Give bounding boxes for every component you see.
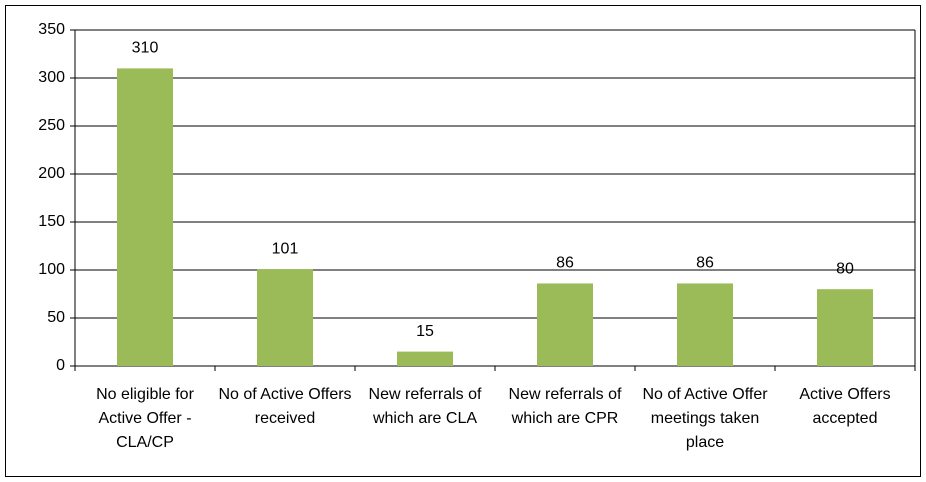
bar — [817, 289, 873, 366]
y-tick-label: 200 — [38, 165, 65, 182]
x-tick-label: No of Active Offer meetings taken place — [642, 386, 768, 451]
y-tick-label: 300 — [38, 69, 65, 86]
y-tick-label: 150 — [38, 213, 65, 230]
x-tick-label: New referrals of which are CLA — [368, 386, 482, 427]
x-tick-label: No of Active Offers received — [218, 386, 352, 427]
data-label: 80 — [836, 260, 854, 277]
data-label: 15 — [416, 323, 434, 340]
bar — [537, 283, 593, 366]
bar — [397, 351, 453, 366]
x-tick-label: No eligible for Active Offer - CLA/CP — [96, 386, 194, 451]
y-tick-label: 0 — [56, 357, 65, 374]
y-tick-label: 350 — [38, 21, 65, 38]
x-tick-label: New referrals of which are CPR — [508, 386, 622, 427]
data-label: 86 — [696, 255, 714, 272]
bar — [677, 283, 733, 366]
data-label: 86 — [556, 255, 574, 272]
data-label: 101 — [272, 240, 299, 257]
bar — [257, 269, 313, 366]
y-tick-label: 50 — [47, 309, 65, 326]
data-label: 310 — [132, 40, 159, 57]
x-tick-label: Active Offers accepted — [799, 386, 891, 427]
y-tick-label: 250 — [38, 117, 65, 134]
y-tick-label: 100 — [38, 261, 65, 278]
bar — [117, 68, 173, 367]
